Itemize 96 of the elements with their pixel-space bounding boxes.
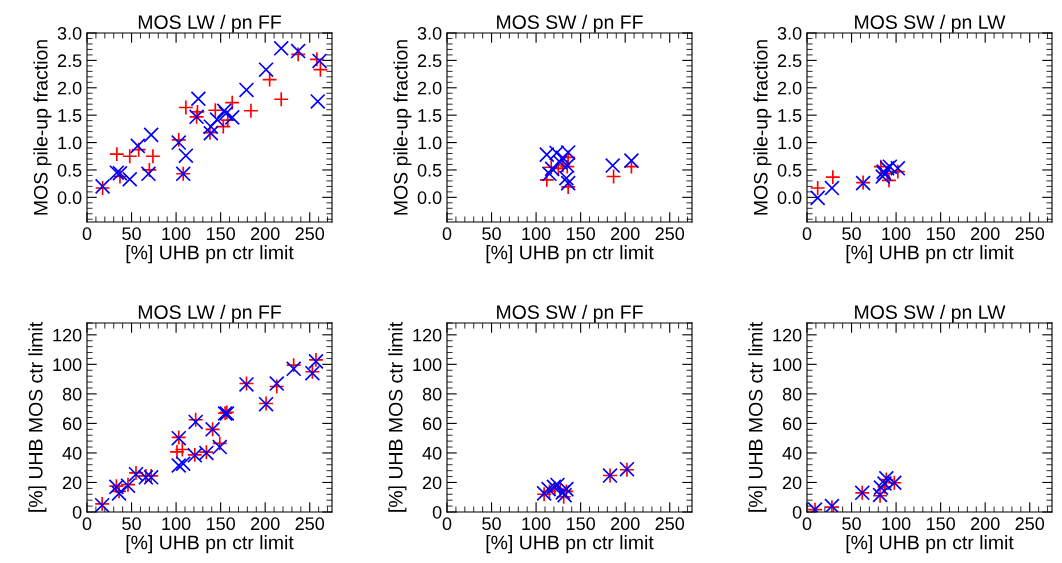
x-axis-title: [%] UHB pn ctr limit — [486, 535, 654, 554]
x-tick-label: 50 — [842, 227, 861, 241]
y-tick-label: 100 — [53, 358, 82, 372]
x-tick-label: 200 — [611, 517, 640, 531]
y-tick-label: 0.0 — [417, 191, 442, 205]
y-tick-label: 3.0 — [57, 26, 82, 40]
x-tick-label: 200 — [251, 227, 280, 241]
y-tick-label: 2.5 — [57, 54, 82, 68]
x-tick-label: 250 — [1015, 227, 1045, 241]
y-axis-title: [%] UHB MOS ctr limit — [748, 322, 767, 512]
x-tick-label: 250 — [295, 517, 325, 531]
x-axis-title: [%] UHB pn ctr limit — [486, 245, 654, 264]
chart-title: MOS LW / pn FF — [138, 14, 281, 33]
y-tick-label: 80 — [782, 387, 802, 401]
chart-title: MOS SW / pn LW — [855, 304, 1006, 323]
y-tick-label: 3.0 — [417, 26, 442, 40]
chart-title: MOS SW / pn LW — [855, 14, 1006, 33]
x-tick-label: 0 — [82, 517, 92, 531]
y-axis-title: MOS pile-up fraction — [33, 40, 52, 215]
x-axis-title: [%] UHB pn ctr limit — [846, 245, 1014, 264]
x-tick-label: 100 — [522, 227, 551, 241]
y-tick-label: 0.5 — [417, 163, 442, 177]
y-tick-label: 120 — [773, 328, 802, 342]
y-tick-label: 120 — [413, 328, 442, 342]
chart-title: MOS SW / pn FF — [497, 304, 643, 323]
y-tick-label: 0 — [432, 505, 442, 519]
x-tick-label: 250 — [655, 227, 685, 241]
x-tick-label: 150 — [206, 227, 235, 241]
x-axis-title: [%] UHB pn ctr limit — [846, 535, 1014, 554]
x-tick-label: 100 — [162, 227, 191, 241]
y-tick-label: 0.0 — [777, 191, 802, 205]
x-tick-label: 0 — [442, 517, 452, 531]
x-tick-label: 150 — [206, 517, 235, 531]
x-tick-label: 250 — [655, 517, 685, 531]
y-tick-label: 60 — [422, 417, 442, 431]
x-axis-title: [%] UHB pn ctr limit — [126, 245, 294, 264]
x-tick-label: 50 — [122, 517, 141, 531]
y-tick-label: 120 — [53, 328, 82, 342]
x-tick-label: 100 — [882, 517, 911, 531]
x-tick-label: 200 — [251, 517, 280, 531]
x-tick-label: 100 — [162, 517, 191, 531]
y-tick-label: 40 — [782, 446, 802, 460]
x-tick-label: 100 — [882, 227, 911, 241]
x-tick-label: 150 — [926, 227, 955, 241]
x-tick-label: 200 — [611, 227, 640, 241]
y-tick-label: 100 — [773, 358, 802, 372]
x-tick-label: 250 — [295, 227, 325, 241]
chart-title: MOS LW / pn FF — [138, 304, 281, 323]
y-tick-label: 0.0 — [57, 191, 82, 205]
x-tick-label: 0 — [82, 227, 92, 241]
x-tick-label: 0 — [802, 227, 812, 241]
y-tick-label: 2.0 — [57, 81, 82, 95]
x-tick-label: 150 — [926, 517, 955, 531]
x-tick-label: 200 — [971, 517, 1000, 531]
y-tick-label: 20 — [782, 476, 802, 490]
y-tick-label: 0 — [72, 505, 82, 519]
x-tick-label: 50 — [482, 517, 501, 531]
x-tick-label: 200 — [971, 227, 1000, 241]
y-axis-title: [%] UHB MOS ctr limit — [28, 322, 47, 512]
y-tick-label: 80 — [422, 387, 442, 401]
y-tick-label: 2.5 — [777, 54, 802, 68]
y-tick-label: 1.5 — [778, 109, 802, 122]
x-tick-label: 150 — [566, 227, 595, 241]
y-tick-label: 40 — [422, 446, 442, 460]
y-tick-label: 20 — [422, 476, 442, 490]
y-tick-label: 2.0 — [777, 81, 802, 95]
y-tick-label: 20 — [62, 476, 82, 490]
x-axis-title: [%] UHB pn ctr limit — [126, 535, 294, 554]
chart-title: MOS SW / pn FF — [497, 14, 643, 33]
y-tick-label: 40 — [62, 446, 82, 460]
y-tick-label: 1.5 — [58, 109, 82, 122]
y-axis-title: [%] UHB MOS ctr limit — [388, 322, 407, 512]
x-tick-label: 150 — [566, 517, 595, 531]
y-tick-label: 2.0 — [417, 81, 442, 95]
y-tick-label: 1.0 — [418, 136, 442, 150]
x-tick-label: 50 — [842, 517, 861, 531]
y-tick-label: 1.0 — [778, 136, 802, 150]
y-tick-label: 1.0 — [58, 136, 82, 150]
y-tick-label: 60 — [62, 417, 82, 431]
x-tick-label: 50 — [482, 227, 501, 241]
x-tick-label: 50 — [122, 227, 141, 241]
x-tick-label: 0 — [802, 517, 812, 531]
y-tick-label: 80 — [62, 387, 82, 401]
x-tick-label: 0 — [442, 227, 452, 241]
y-axis-title: MOS pile-up fraction — [393, 40, 412, 215]
y-tick-label: 60 — [782, 417, 802, 431]
y-tick-label: 0 — [792, 505, 802, 519]
x-tick-label: 250 — [1015, 517, 1045, 531]
y-tick-label: 0.5 — [57, 163, 82, 177]
y-tick-label: 100 — [413, 358, 442, 372]
y-tick-label: 3.0 — [777, 26, 802, 40]
y-axis-title: MOS pile-up fraction — [753, 40, 772, 215]
y-tick-label: 2.5 — [417, 54, 442, 68]
y-tick-label: 1.5 — [418, 109, 442, 122]
x-tick-label: 100 — [522, 517, 551, 531]
y-tick-label: 0.5 — [777, 163, 802, 177]
